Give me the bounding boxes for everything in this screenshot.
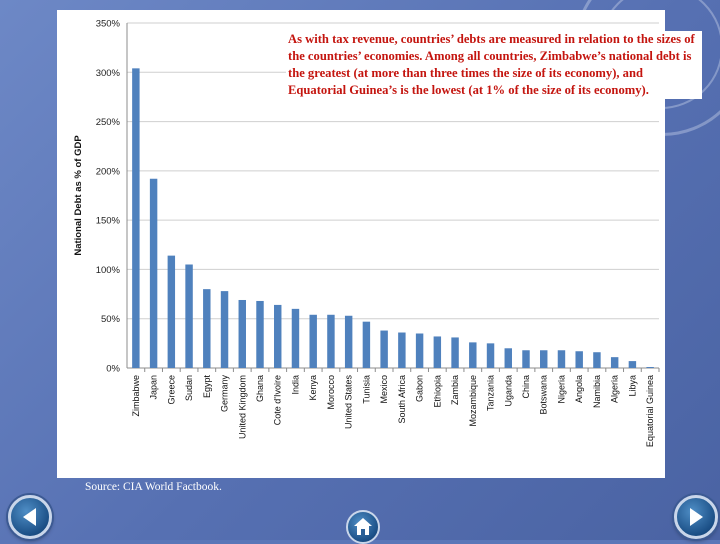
y-tick-label: 0% (106, 364, 120, 375)
bar-zimbabwe (132, 68, 140, 368)
bar-zambia (451, 337, 459, 368)
bar-sudan (185, 264, 193, 368)
x-tick-label: China (521, 375, 531, 399)
bar-equatorial-guinea (646, 367, 654, 368)
x-tick-label: Ghana (255, 375, 265, 402)
x-tick-label: Zambia (450, 375, 460, 405)
debt-bar-chart: 0% 50% 100% 150% 200% 250% 300% 350% National De… (73, 19, 660, 447)
y-tick-label: 300% (96, 68, 121, 79)
bar-egypt (203, 289, 211, 368)
x-tick-label: United States (344, 375, 354, 430)
x-tick-label: Equatorial Guinea (645, 375, 655, 447)
bar-botswana (540, 350, 548, 368)
x-tick-label: Greece (166, 375, 176, 405)
x-tick-label: Tanzania (486, 375, 496, 411)
x-tick-label: Zimbabwe (131, 375, 141, 417)
bar-south-africa (398, 332, 406, 368)
x-tick-label: Japan (149, 375, 159, 400)
bar-cote-d-ivoire (274, 304, 282, 368)
bar-namibia (593, 352, 601, 368)
bar-mozambique (469, 342, 477, 368)
bar-libya (628, 361, 637, 368)
bar-united-states (344, 315, 353, 368)
x-tick-label: Libya (627, 375, 637, 397)
x-tick-label: Angola (574, 375, 584, 403)
bar-nigeria (557, 350, 566, 368)
y-axis-title: National Debt as % of GDP (73, 135, 84, 256)
x-tick-label: Gabon (415, 375, 425, 402)
x-tick-label: Namibia (592, 375, 602, 408)
arrow-right-icon (690, 508, 703, 526)
y-tick-label: 100% (96, 265, 121, 276)
y-tick-label: 150% (96, 216, 121, 227)
x-tick-label: Morocco (326, 375, 336, 410)
source-citation: Source: CIA World Factbook. (85, 481, 222, 493)
bar-ethiopia (433, 336, 442, 368)
bar-greece (167, 255, 176, 368)
x-tick-label: Ethiopia (432, 375, 442, 408)
x-tick-label: Nigeria (556, 375, 566, 404)
bar-tunisia (362, 321, 371, 368)
chart-annotation: As with tax revenue, countries’ debts ar… (286, 31, 702, 99)
bar-germany (220, 291, 229, 368)
bar-india (291, 308, 300, 368)
x-tick-label: India (290, 375, 300, 395)
x-tick-label: Cote d'Ivoire (273, 375, 283, 425)
bar-united-kingdom (238, 299, 246, 368)
home-icon (354, 518, 372, 535)
bar-mexico (380, 330, 388, 368)
bar-japan (149, 178, 158, 368)
next-slide-button[interactable] (674, 495, 718, 539)
y-tick-label: 50% (101, 314, 121, 325)
bar-tanzania (486, 343, 495, 368)
x-tick-label: Sudan (184, 375, 194, 401)
bar-uganda (504, 348, 512, 368)
x-tick-label: Algeria (610, 375, 620, 403)
x-tick-label: Germany (220, 375, 230, 413)
x-tick-label: Mozambique (468, 375, 478, 427)
x-tick-label: Uganda (503, 375, 513, 407)
x-tick-label: Mexico (379, 375, 389, 404)
home-button[interactable] (346, 510, 380, 544)
bar-morocco (327, 314, 335, 368)
bar-gabon (415, 333, 424, 368)
x-tick-label: Tunisia (361, 375, 371, 404)
x-tick-label: United Kingdom (237, 375, 247, 439)
x-tick-label: Kenya (308, 375, 318, 401)
chart-panel: 0% 50% 100% 150% 200% 250% 300% 350% National De… (57, 10, 702, 478)
bar-kenya (309, 314, 317, 368)
arrow-left-icon (23, 508, 36, 526)
y-tick-label: 350% (96, 19, 121, 30)
y-tick-label: 200% (96, 166, 121, 177)
previous-slide-button[interactable] (8, 495, 52, 539)
bar-angola (575, 351, 583, 368)
x-tick-label: South Africa (397, 375, 407, 424)
x-tick-label: Botswana (539, 375, 549, 415)
bar-algeria (610, 357, 619, 368)
y-tick-label: 250% (96, 117, 121, 128)
bar-ghana (256, 300, 264, 368)
bar-china (522, 350, 530, 368)
x-tick-label: Egypt (202, 375, 212, 399)
